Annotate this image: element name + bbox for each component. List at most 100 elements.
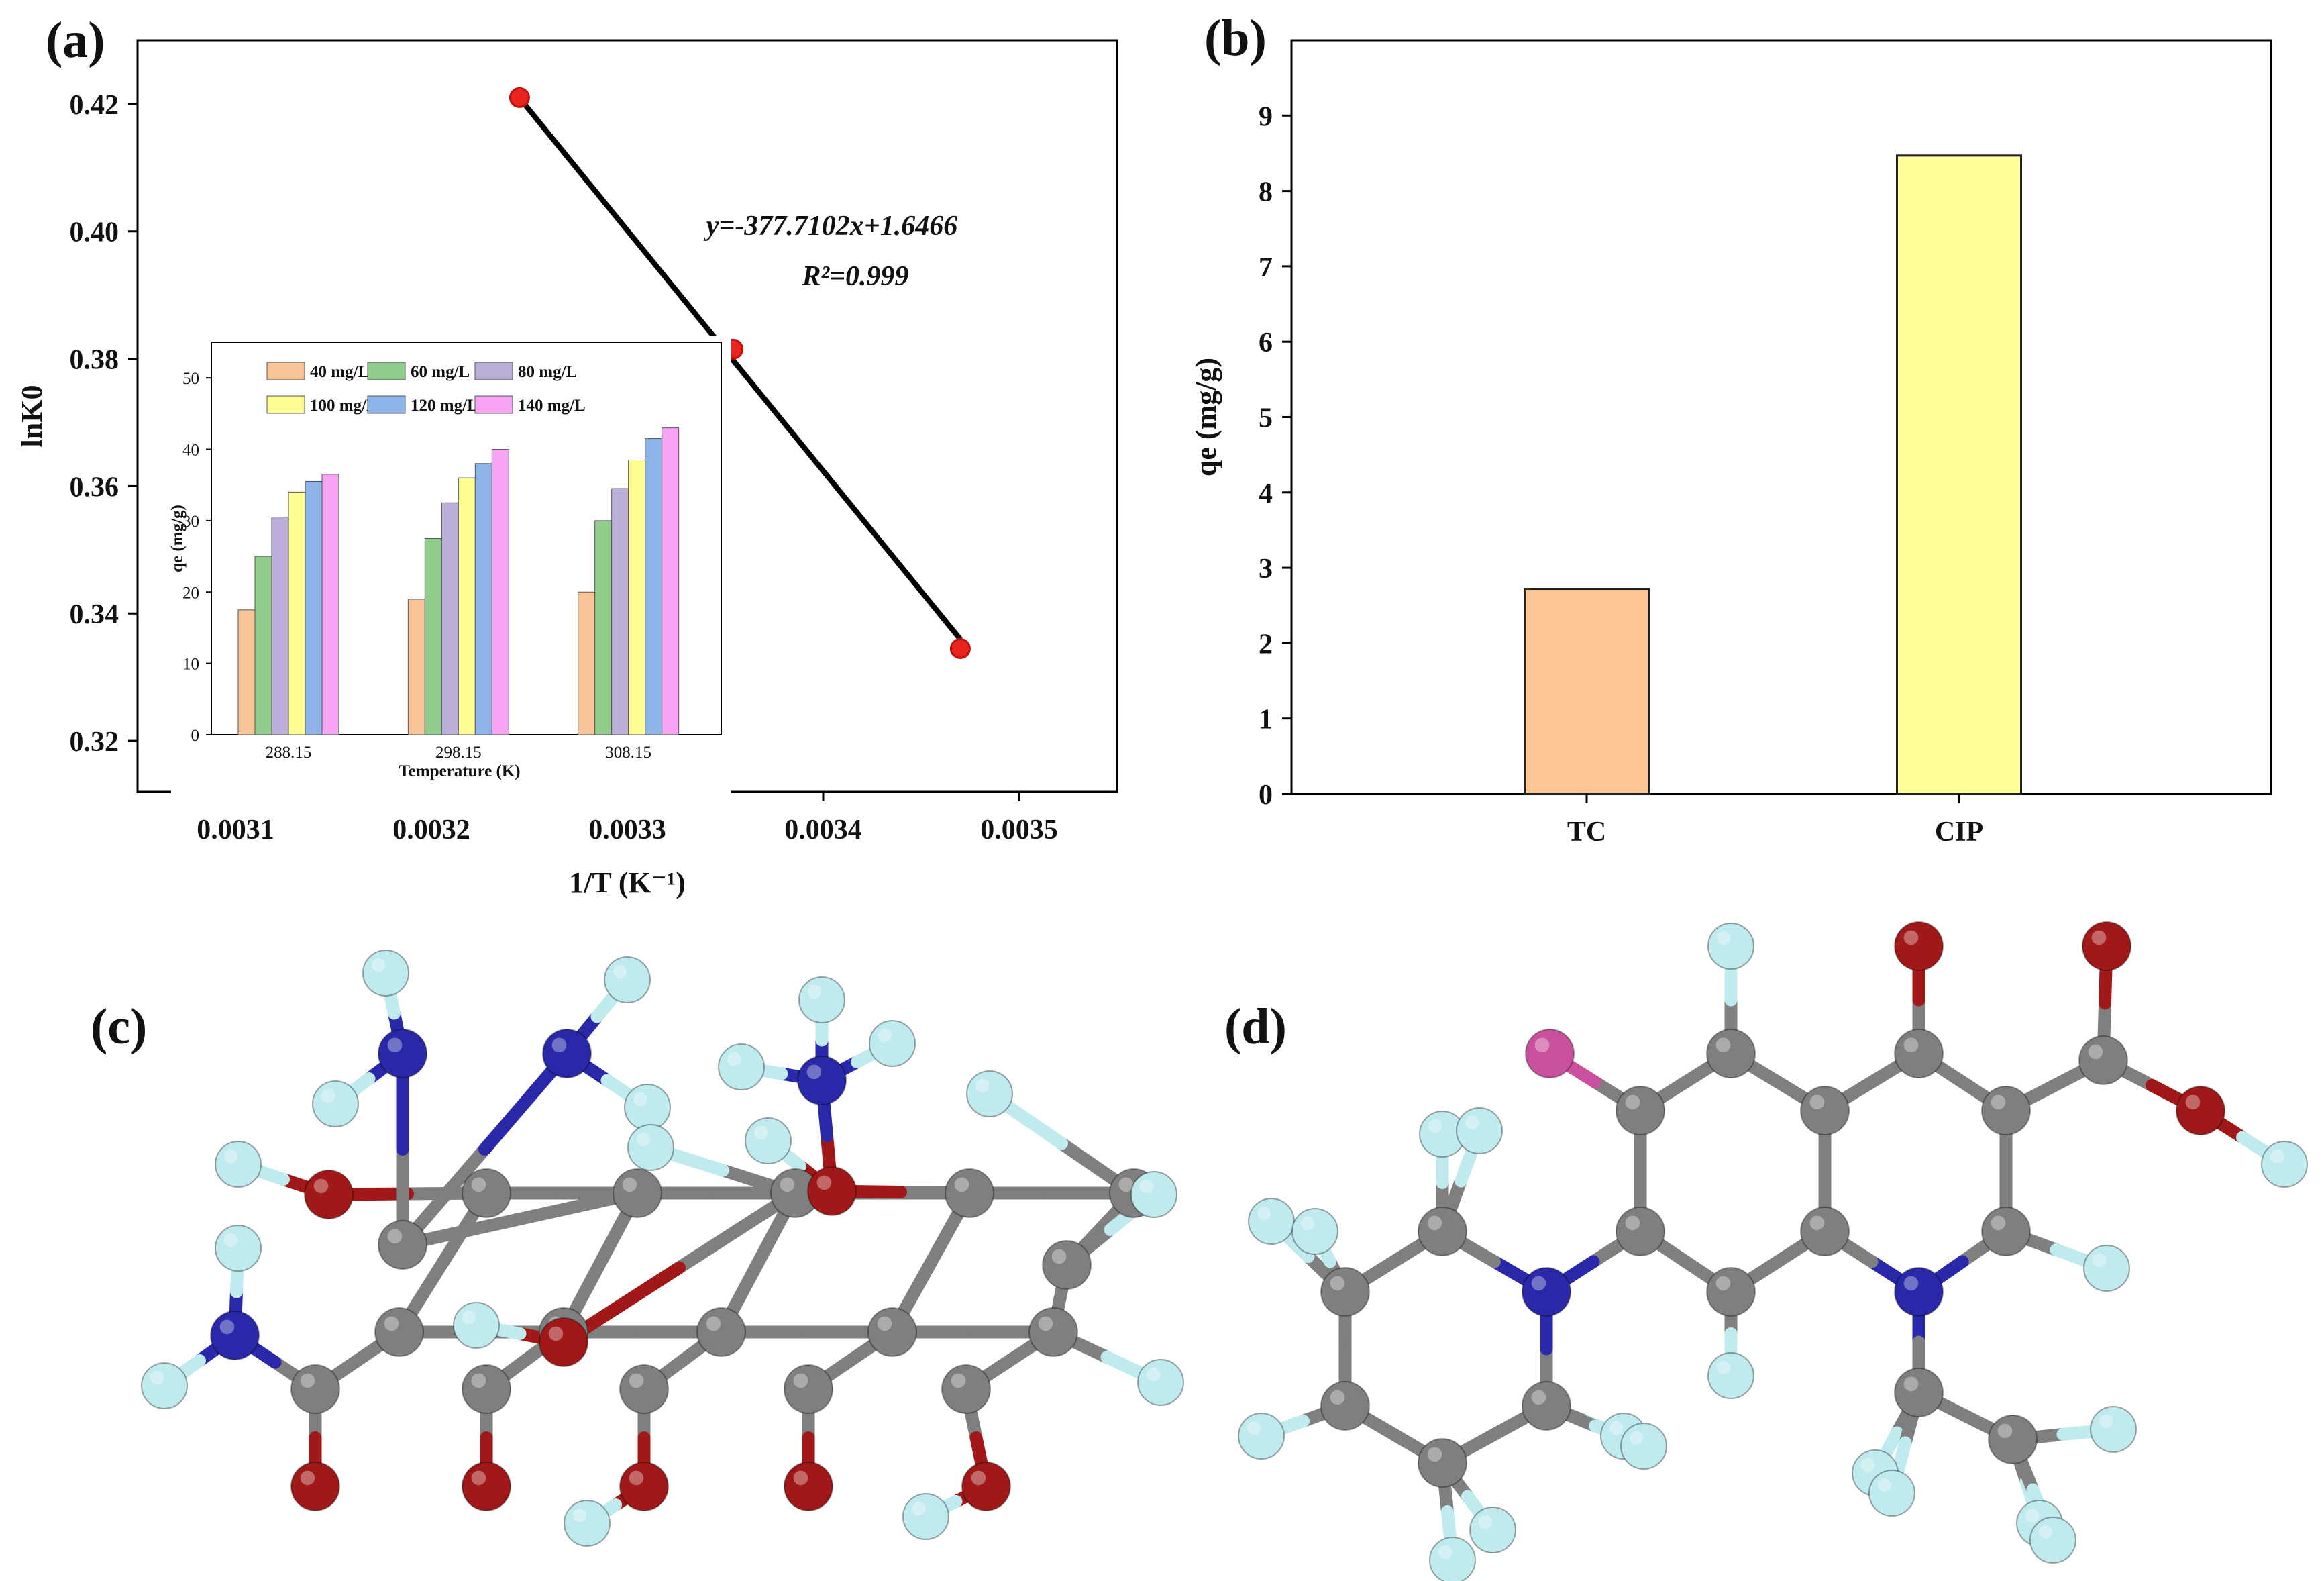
nitrogen-atom: [1522, 1267, 1571, 1317]
atom-highlight: [219, 1319, 235, 1335]
nitrogen-atom: [797, 1056, 847, 1105]
atom-highlight: [1300, 1216, 1315, 1231]
atom-highlight: [2185, 1094, 2201, 1110]
inset-x-axis-label: Temperature (K): [399, 762, 520, 780]
carbon-atom: [784, 1364, 833, 1414]
inset-bar: [407, 599, 425, 735]
panel-label-a: (a): [46, 12, 105, 68]
hydrogen-atom: [869, 1020, 916, 1067]
hydrogen-atom: [215, 1225, 262, 1272]
bar-tc: [1524, 588, 1650, 795]
plot-frame-b: [1290, 39, 2272, 795]
hydrogen-atom: [718, 1043, 765, 1090]
atom-highlight: [150, 1370, 164, 1385]
atom-highlight: [1625, 1215, 1640, 1231]
fit-equation: y=-377.7102x+1.6466: [703, 211, 958, 242]
hydrogen-atom: [2261, 1141, 2308, 1188]
carbon-atom: [1981, 1086, 2031, 1135]
carbon-atom: [1320, 1381, 1370, 1431]
hydrogen-atom: [745, 1117, 792, 1164]
atom-highlight: [1531, 1390, 1546, 1405]
atom-highlight: [313, 1178, 329, 1194]
atom-highlight: [1465, 1115, 1479, 1130]
carbon-atom: [290, 1364, 340, 1414]
inset-bar: [441, 502, 459, 735]
hydrogen-atom: [453, 1302, 500, 1349]
atom-highlight: [1428, 1119, 1442, 1133]
legend-swatch: [367, 395, 406, 414]
atom-highlight: [1903, 1376, 1919, 1392]
atom-highlight: [780, 1177, 795, 1192]
atom-highlight: [1330, 1390, 1345, 1405]
oxygen-atom: [807, 1166, 857, 1216]
carbon-atom: [1706, 1267, 1756, 1317]
legend-label: 100 mg/L: [310, 397, 378, 415]
atom-highlight: [727, 1052, 741, 1066]
atom-highlight: [321, 1088, 335, 1103]
hydrogen-atom: [798, 976, 845, 1023]
carbon-atom: [1042, 1240, 1092, 1290]
atom-highlight: [975, 1078, 990, 1093]
atom-highlight: [1438, 1545, 1452, 1560]
hydrogen-atom: [624, 1084, 671, 1131]
molecule-tc: [141, 950, 1184, 1547]
atom-highlight: [1427, 1215, 1442, 1231]
carbon-atom: [1028, 1307, 1078, 1357]
x-axis-label: 1/T (K⁻¹): [569, 866, 686, 899]
inset-bar: [288, 491, 306, 735]
fit-r2: R²=0.999: [801, 261, 908, 292]
atom-highlight: [1051, 1249, 1067, 1264]
atom-highlight: [551, 1037, 567, 1053]
atom-highlight: [1903, 1276, 1919, 1291]
atom-highlight: [622, 1177, 637, 1192]
y-tick-label: 5: [1259, 403, 1273, 434]
carbon-atom: [2078, 1035, 2128, 1085]
inset-bar: [271, 517, 289, 735]
carbon-atom: [1616, 1207, 1665, 1256]
atom-highlight: [629, 1470, 644, 1486]
atom-highlight: [2038, 1525, 2053, 1539]
atom-highlight: [1629, 1431, 1644, 1445]
hydrogen-atom: [966, 1070, 1013, 1117]
atom-highlight: [1903, 1037, 1919, 1053]
inset-bar: [474, 463, 492, 735]
y-tick-label: 2: [1259, 629, 1273, 660]
hydrogen-atom: [2083, 1245, 2130, 1292]
atom-highlight: [753, 1125, 768, 1140]
carbon-atom: [941, 1364, 991, 1414]
carbon-atom: [1522, 1381, 1571, 1431]
y-tick-label: 0.34: [70, 599, 119, 630]
carbon-atom: [1706, 1029, 1756, 1078]
inset-y-tick-label: 20: [182, 584, 199, 602]
atom-highlight: [223, 1233, 238, 1247]
inset-bar: [305, 480, 323, 735]
carbon-atom: [1981, 1207, 2031, 1256]
chart-b: 0 1 2 3 4 5 6 7 8 9 TC CIP qe (mg/g): [1190, 39, 2272, 848]
y-tick-label: 0.36: [70, 472, 119, 503]
atom-highlight: [1991, 1215, 2006, 1231]
nitrogen-atom: [210, 1311, 260, 1360]
atom-highlight: [629, 1373, 644, 1388]
atom-highlight: [1427, 1447, 1442, 1462]
nitrogen-atom: [1894, 1267, 1944, 1317]
atom-highlight: [300, 1373, 315, 1388]
x-tick-label: 0.0035: [980, 815, 1058, 846]
carbon-atom: [1320, 1267, 1370, 1317]
legend-swatch: [266, 395, 305, 414]
atom-highlight: [1860, 1458, 1875, 1472]
atom-highlight: [1991, 1094, 2006, 1110]
atom-highlight: [471, 1177, 486, 1192]
atom-highlight: [1146, 1367, 1161, 1382]
carbon-atom: [1800, 1207, 1850, 1256]
carbon-atom: [1894, 1368, 1944, 1417]
atom-highlight: [1257, 1206, 1271, 1221]
atom-highlight: [2025, 1508, 2040, 1523]
inset-bar: [662, 427, 680, 735]
hydrogen-atom: [215, 1141, 262, 1188]
hydrogen-atom: [312, 1080, 359, 1127]
inset-bar: [254, 556, 272, 735]
x-tick-label: 0.0031: [197, 815, 274, 846]
atom-highlight: [300, 1470, 315, 1486]
y-tick-label: 0.32: [70, 727, 119, 758]
